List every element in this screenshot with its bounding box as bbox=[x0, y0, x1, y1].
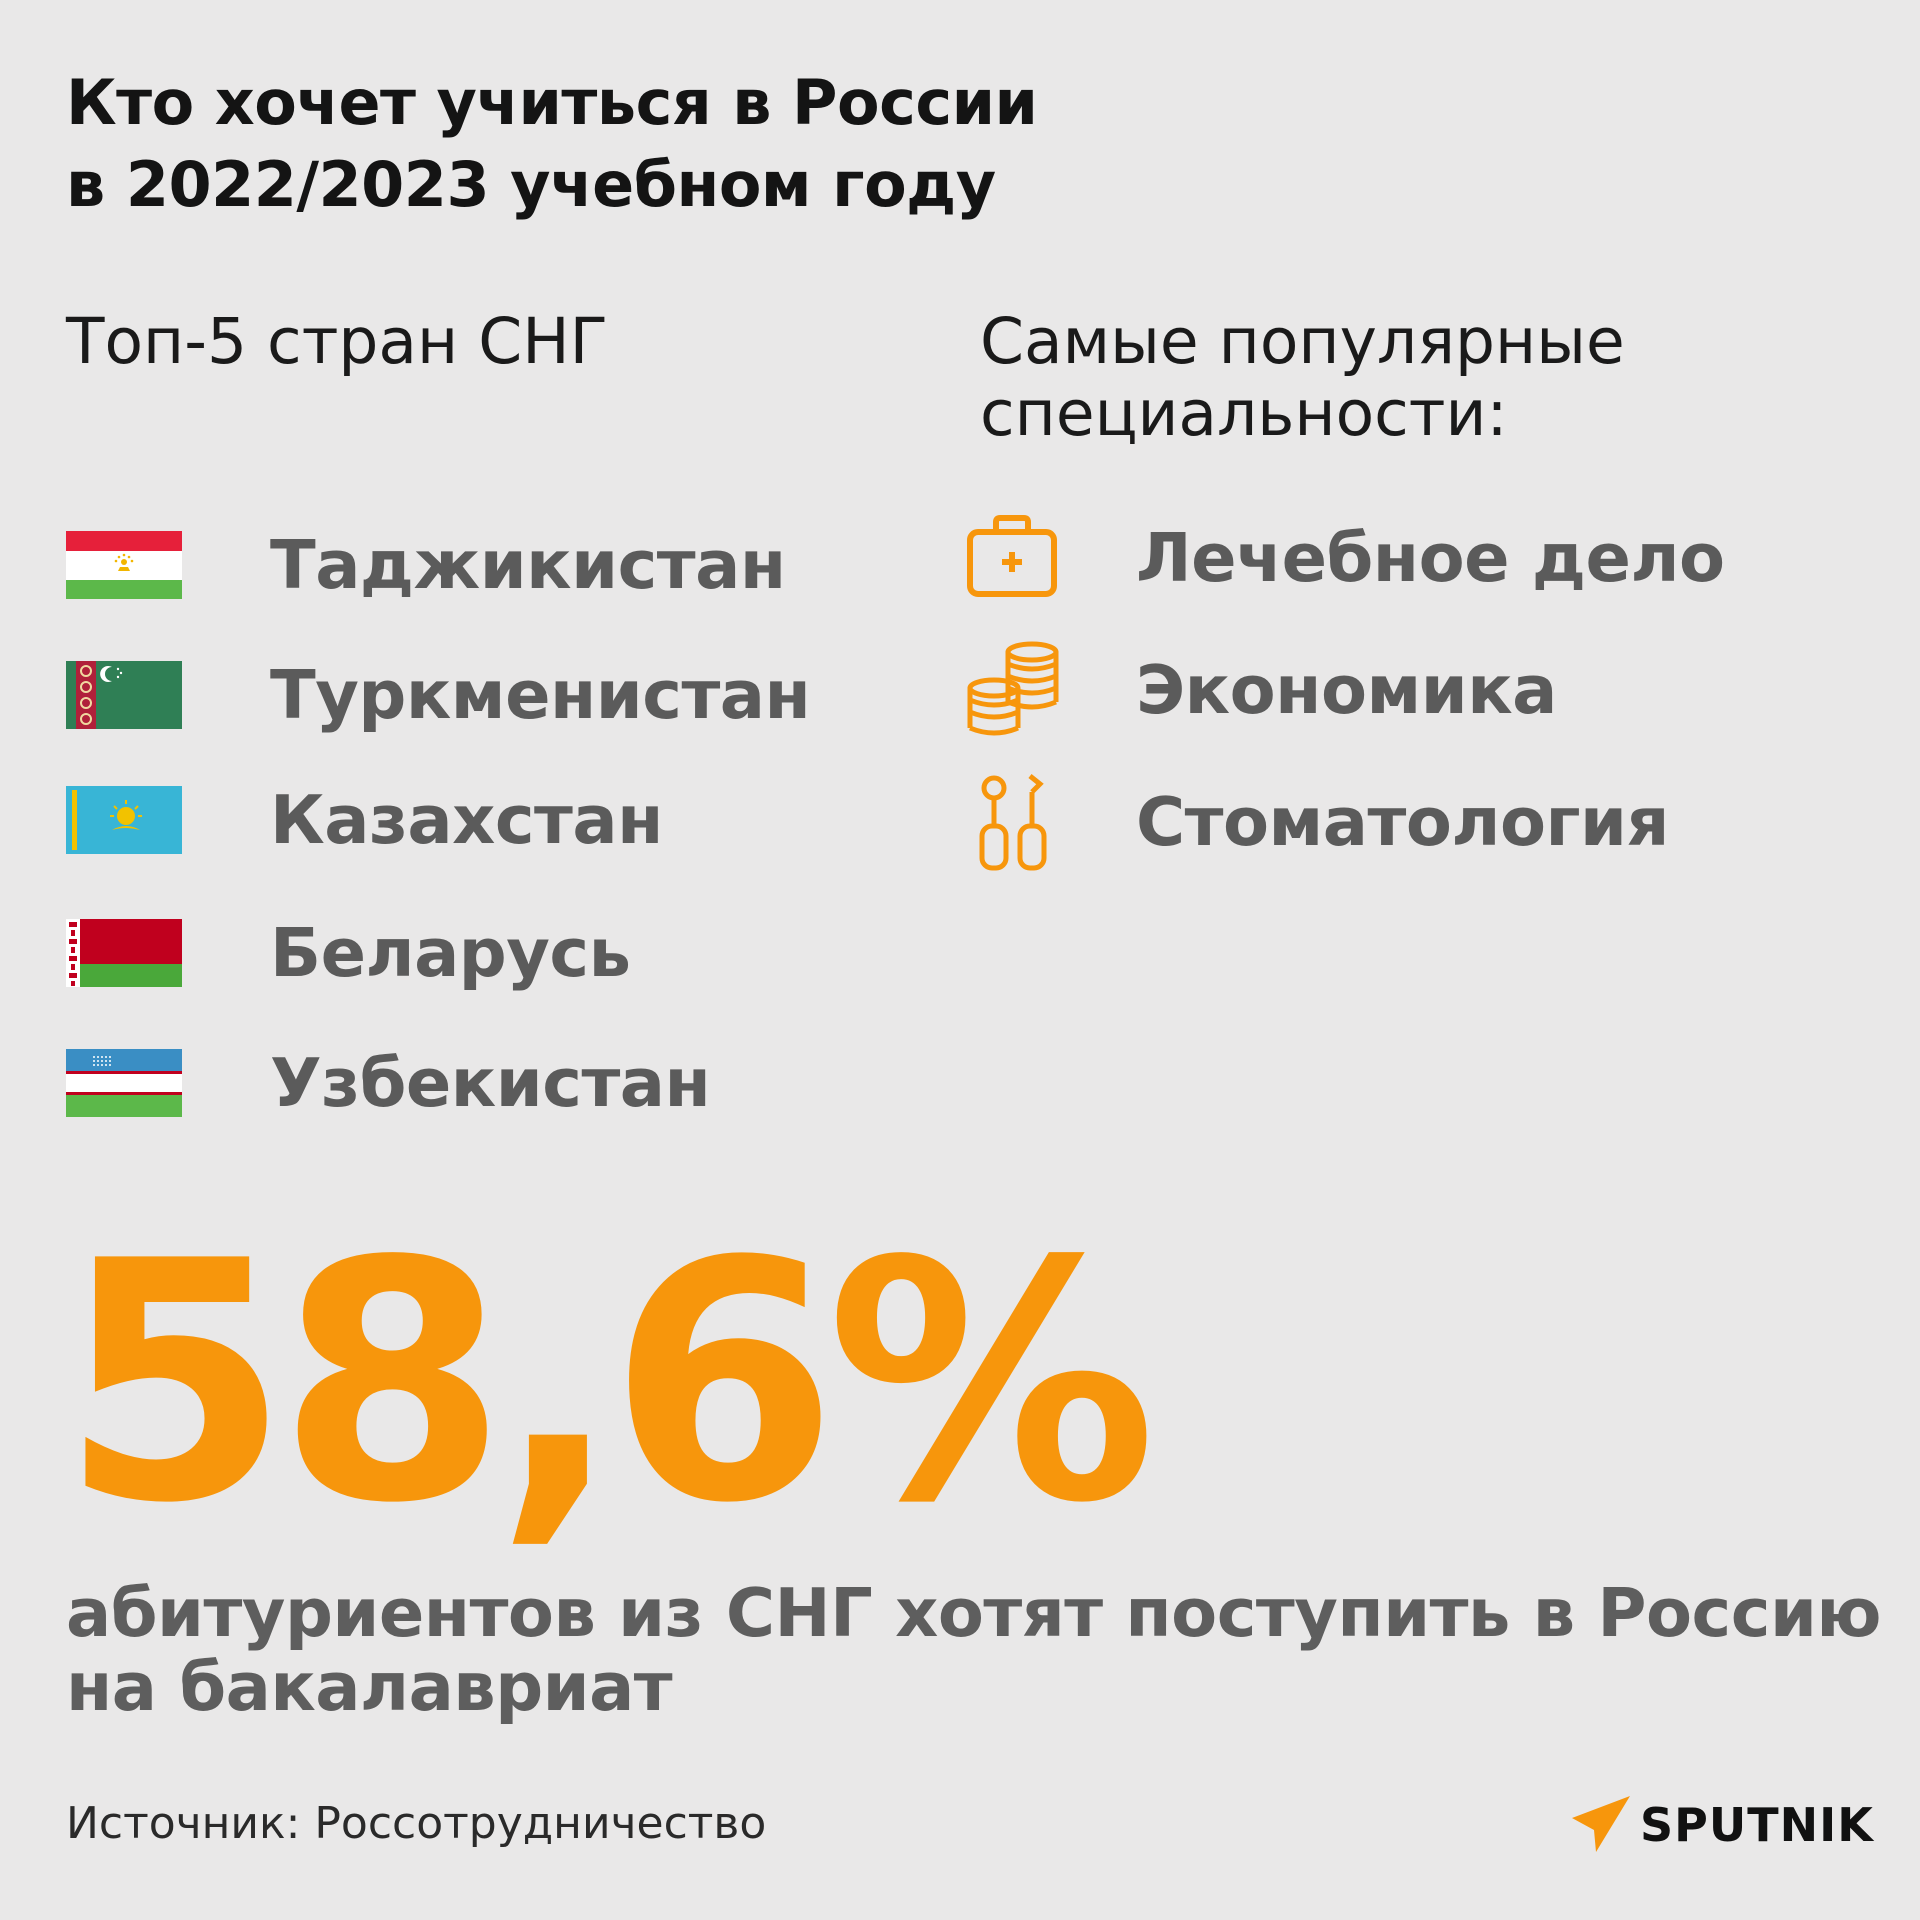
tajikistan-flag-icon bbox=[66, 531, 182, 599]
coin-stack-icon bbox=[967, 641, 1059, 736]
brand-name: SPUTNIK bbox=[1640, 1798, 1874, 1852]
specialty-label: Стоматология bbox=[1136, 783, 1669, 861]
country-item-turkmenistan: Туркменистан bbox=[66, 656, 811, 734]
country-label: Казахстан bbox=[270, 781, 663, 859]
specialty-item-economics: Экономика bbox=[962, 640, 1557, 740]
country-item-kazakhstan: Казахстан bbox=[66, 781, 663, 859]
title-line-1: Кто хочет учиться в России bbox=[66, 66, 1038, 139]
first-aid-kit-icon bbox=[967, 515, 1057, 597]
title-line-2: в 2022/2023 учебном году bbox=[66, 148, 996, 221]
country-label: Туркменистан bbox=[270, 656, 811, 734]
specialties-heading-line-2: специальности: bbox=[980, 377, 1508, 450]
sputnik-logo: SPUTNIK bbox=[1572, 1796, 1874, 1854]
country-item-tajikistan: Таджикистан bbox=[66, 526, 786, 604]
specialty-label: Лечебное дело bbox=[1136, 519, 1725, 597]
specialty-item-dentistry: Стоматология bbox=[962, 772, 1669, 872]
specialties-heading: Самые популярные специальности: bbox=[980, 306, 1625, 450]
uzbekistan-flag-icon bbox=[66, 1049, 182, 1117]
country-label: Таджикистан bbox=[270, 526, 786, 604]
main-statistic: 58,6% bbox=[60, 1191, 1157, 1575]
kazakhstan-flag-icon bbox=[66, 786, 182, 854]
country-item-belarus: Беларусь bbox=[66, 914, 631, 992]
country-label: Узбекистан bbox=[270, 1044, 711, 1122]
statistic-description: абитуриентов из СНГ хотят поступить в Ро… bbox=[66, 1574, 1882, 1726]
sputnik-arrow-icon bbox=[1572, 1796, 1630, 1852]
country-item-uzbekistan: Узбекистан bbox=[66, 1044, 711, 1122]
country-label: Беларусь bbox=[270, 914, 631, 992]
specialty-item-general-medicine: Лечебное дело bbox=[962, 508, 1725, 608]
dental-tools-icon bbox=[979, 774, 1047, 871]
specialty-label: Экономика bbox=[1136, 651, 1557, 729]
turkmenistan-flag-icon bbox=[66, 661, 182, 729]
source-note: Источник: Россотрудничество bbox=[66, 1798, 767, 1849]
infographic-title: Кто хочет учиться в России в 2022/2023 у… bbox=[66, 62, 1038, 226]
belarus-flag-icon bbox=[66, 919, 182, 987]
countries-heading: Топ-5 стран СНГ bbox=[66, 305, 608, 378]
specialties-heading-line-1: Самые популярные bbox=[980, 305, 1625, 378]
